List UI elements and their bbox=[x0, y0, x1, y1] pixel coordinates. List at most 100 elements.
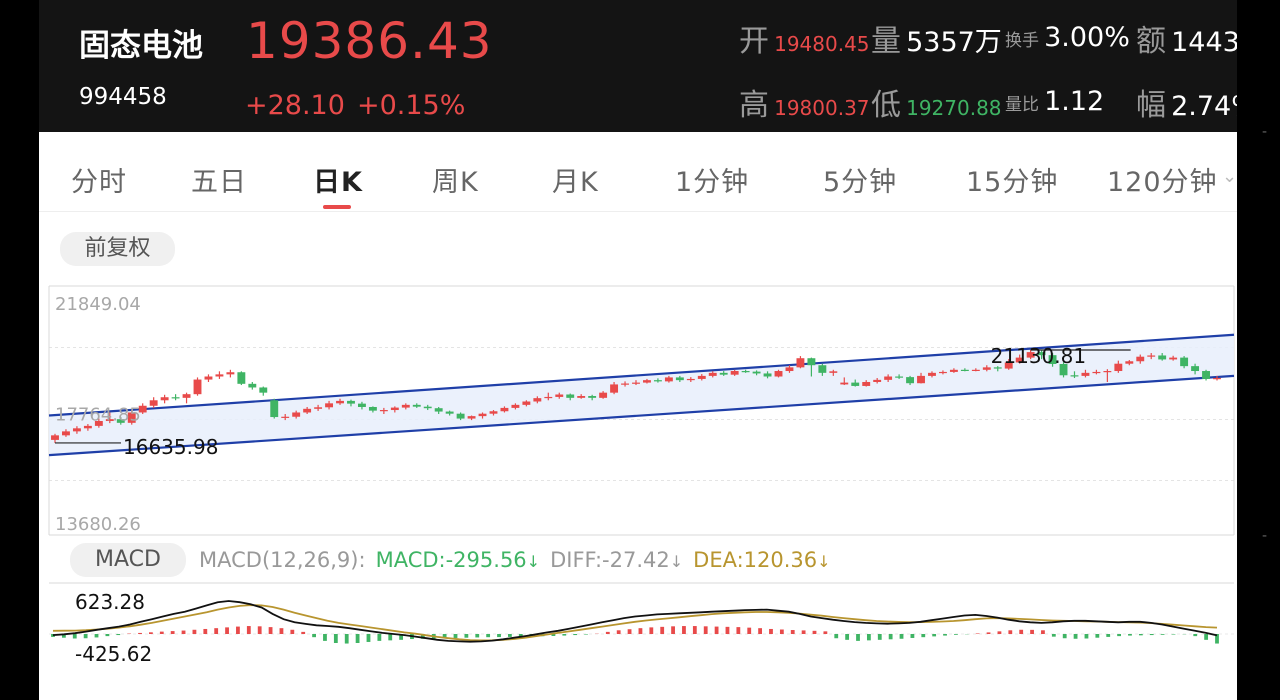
tab-1min[interactable]: 1分钟 bbox=[675, 167, 750, 198]
volume-value: 5357万 bbox=[906, 27, 1002, 58]
candle-body bbox=[632, 382, 640, 384]
candle-body bbox=[938, 371, 947, 374]
candle-body bbox=[1191, 366, 1200, 372]
price-annotations: 21130.81 16635.98 bbox=[55, 344, 1131, 459]
open-label: 开 bbox=[739, 24, 769, 59]
candle-body bbox=[325, 403, 334, 408]
candle-body bbox=[456, 413, 465, 419]
candle-body bbox=[357, 403, 366, 407]
amount-stat: 额 1443 bbox=[1136, 16, 1237, 60]
candle-body bbox=[193, 379, 202, 395]
tab-15min[interactable]: 15分钟 bbox=[966, 167, 1059, 198]
vol-ratio-stat: 量比 1.12 bbox=[1005, 86, 1104, 117]
stock-name: 固态电池 bbox=[79, 28, 203, 64]
tab-weekly-k[interactable]: 周K bbox=[432, 167, 479, 198]
candle-body bbox=[445, 411, 454, 414]
turnover-value: 3.00% bbox=[1044, 22, 1130, 53]
candle-body bbox=[730, 371, 739, 375]
candle-body bbox=[1103, 371, 1112, 373]
tab-5min[interactable]: 5分钟 bbox=[823, 167, 898, 198]
high-label: 高 bbox=[739, 88, 769, 123]
candle-body bbox=[906, 377, 915, 384]
trend-channel bbox=[48, 333, 1235, 457]
macd-value-text: MACD:-295.56 bbox=[375, 548, 527, 572]
volume-label: 量 bbox=[871, 24, 901, 59]
stock-code: 994458 bbox=[79, 84, 167, 110]
candle-body bbox=[993, 367, 1002, 369]
candle-body bbox=[412, 404, 421, 407]
candle-body bbox=[1048, 355, 1057, 365]
candle-body bbox=[434, 408, 443, 412]
macd-axis-bottom-label: -425.62 bbox=[75, 642, 152, 666]
channel-lower-line bbox=[48, 374, 1235, 457]
candle-body bbox=[237, 372, 246, 384]
y-axis-label: 21849.04 bbox=[55, 294, 141, 315]
candle-body bbox=[1125, 361, 1134, 364]
candle-body bbox=[226, 372, 235, 375]
candle-body bbox=[533, 398, 542, 402]
period-tabs: 分时 五日 日K 周K 月K 1分钟 5分钟 15分钟 120分钟 bbox=[39, 145, 1237, 212]
candle-body bbox=[138, 405, 147, 413]
open-value: 19480.45 bbox=[774, 32, 870, 56]
candle-body bbox=[467, 416, 476, 419]
candle-body bbox=[610, 384, 619, 393]
candle-body bbox=[884, 376, 893, 380]
candle-body bbox=[1070, 375, 1079, 377]
candle-body bbox=[127, 412, 136, 423]
axis-labels: 21849.04 17764.85 13680.26 bbox=[55, 294, 141, 535]
adjust-button[interactable]: 前复权 bbox=[60, 232, 175, 266]
edge-tick: - bbox=[1262, 528, 1268, 544]
tab-five-day[interactable]: 五日 bbox=[191, 167, 247, 198]
chart-grid bbox=[48, 285, 1235, 635]
candle-body bbox=[1169, 357, 1178, 360]
kline-chart[interactable]: 21130.81 16635.98 623.28 -425.62 21849.04 1… bbox=[39, 0, 1237, 700]
price-change-pct: +0.15% bbox=[357, 90, 466, 121]
candle-body bbox=[511, 404, 520, 408]
candle-body bbox=[840, 382, 849, 385]
candle-body bbox=[807, 358, 816, 366]
candle-body bbox=[182, 394, 191, 398]
candle-body bbox=[1114, 363, 1123, 372]
candle-body bbox=[643, 380, 651, 383]
candle-body bbox=[577, 396, 586, 398]
candle-body bbox=[303, 408, 312, 413]
tab-120min[interactable]: 120分钟 bbox=[1107, 167, 1218, 198]
candle-body bbox=[489, 411, 498, 414]
candle-body bbox=[1092, 371, 1101, 374]
candlestick-series bbox=[51, 349, 1221, 443]
candle-body bbox=[785, 367, 794, 372]
tab-daily-k[interactable]: 日K bbox=[313, 167, 363, 198]
macd-indicator-button[interactable]: MACD bbox=[70, 543, 186, 577]
candle-body bbox=[1081, 372, 1090, 376]
candle-body bbox=[281, 416, 290, 418]
candle-body bbox=[829, 371, 838, 373]
candle-body bbox=[171, 397, 180, 399]
tab-fenshi[interactable]: 分时 bbox=[71, 167, 127, 198]
candle-body bbox=[982, 367, 991, 370]
y-axis-label: 17764.85 bbox=[55, 404, 141, 425]
candle-body bbox=[588, 396, 597, 398]
y-axis-label: 13680.26 bbox=[55, 514, 141, 535]
max-price-label: 21130.81 bbox=[991, 344, 1086, 368]
candle-body bbox=[401, 404, 410, 408]
candle-body bbox=[72, 428, 81, 432]
candle-body bbox=[719, 372, 728, 375]
price-change: +28.10 bbox=[245, 90, 345, 121]
candle-body bbox=[149, 400, 158, 406]
candle-body bbox=[675, 377, 684, 381]
candle-body bbox=[1180, 357, 1189, 367]
tab-monthly-k[interactable]: 月K bbox=[552, 167, 599, 198]
candle-body bbox=[949, 369, 958, 372]
candle-body bbox=[566, 394, 575, 398]
candle-body bbox=[621, 383, 629, 385]
candle-body bbox=[270, 400, 279, 418]
chevron-down-icon[interactable]: ⌄ bbox=[1222, 166, 1237, 187]
diff-down-arrow-icon: ↓ bbox=[669, 552, 684, 571]
low-stat: 低 19270.88 bbox=[871, 80, 1002, 124]
candle-body bbox=[960, 369, 969, 371]
candle-body bbox=[1147, 355, 1156, 357]
high-stat: 高 19800.37 bbox=[739, 80, 870, 124]
macd-axis-top-label: 623.28 bbox=[75, 590, 145, 614]
candle-body bbox=[336, 400, 344, 404]
candle-body bbox=[928, 372, 936, 376]
